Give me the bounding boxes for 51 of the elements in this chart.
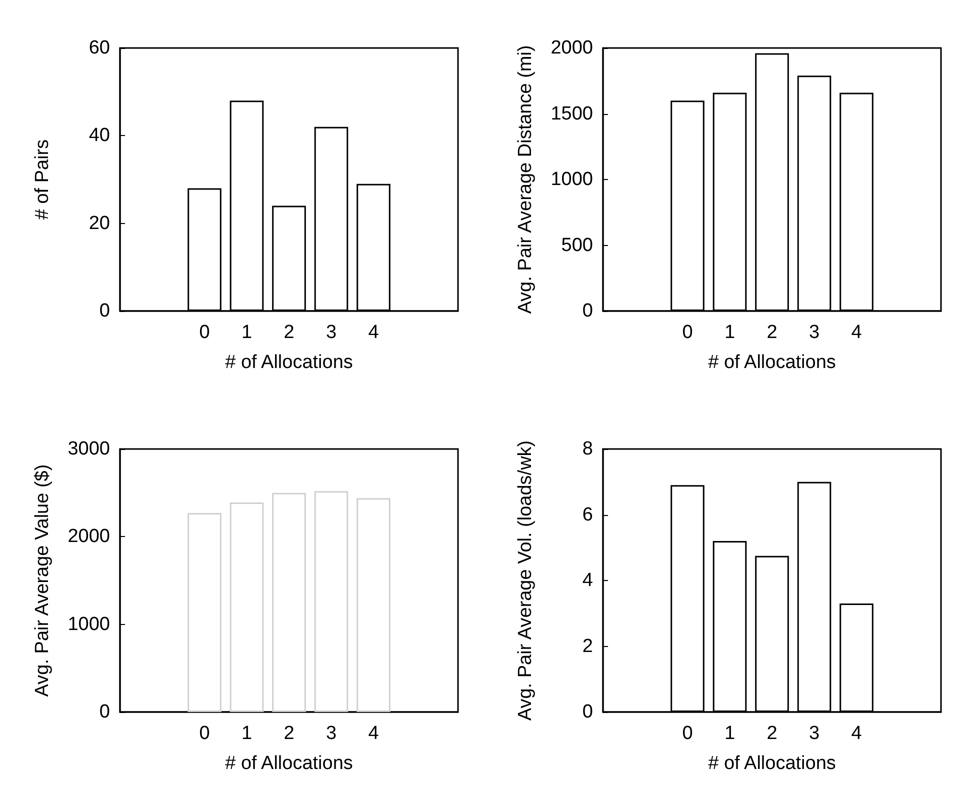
x-tick-label: 1 <box>241 723 252 744</box>
bar <box>272 492 306 712</box>
y-tick-label: 2000 <box>550 38 593 58</box>
x-tick-label: 2 <box>284 723 294 744</box>
y-tick-label: 2 <box>582 636 593 657</box>
x-tick-label: 3 <box>808 723 820 744</box>
x-tick-label: 3 <box>326 322 337 343</box>
x-tick-label: 4 <box>368 322 380 343</box>
y-tick-label: 40 <box>88 125 110 146</box>
x-tick-label: 1 <box>241 322 252 343</box>
y-tick-label: 0 <box>582 300 593 322</box>
x-tick-label: 1 <box>724 723 736 744</box>
x-tick-label: 1 <box>724 322 736 343</box>
y-tick-label: 6 <box>582 504 593 526</box>
x-axis-title: # of Allocations <box>708 352 836 373</box>
y-tick-label: 0 <box>99 702 110 722</box>
x-tick-label: 3 <box>326 723 337 744</box>
bar <box>188 512 222 712</box>
x-tick-label: 2 <box>766 322 778 343</box>
x-tick-label: 4 <box>851 322 862 343</box>
x-tick-label: 4 <box>368 723 380 744</box>
bar <box>314 491 348 712</box>
x-tick-label: 0 <box>199 322 210 343</box>
x-tick-label: 2 <box>766 723 778 744</box>
x-tick-label: 0 <box>199 723 210 744</box>
y-tick-label: 1500 <box>550 103 593 124</box>
y-tick-label: 1000 <box>550 169 593 190</box>
y-tick-label: 20 <box>88 212 110 234</box>
x-tick-label: 3 <box>808 322 820 343</box>
y-tick-label: 60 <box>88 38 110 58</box>
x-axis-title: # of Allocations <box>708 753 836 774</box>
x-tick-label: 0 <box>682 322 693 343</box>
y-tick-label: 1000 <box>68 614 110 635</box>
x-axis-title: # of Allocations <box>225 352 353 373</box>
y-tick-label: 500 <box>561 234 593 256</box>
y-axis-title: Avg. Pair Average Distance (mi) <box>515 45 536 314</box>
bar <box>230 502 264 712</box>
x-tick-label: 4 <box>851 723 862 744</box>
y-tick-label: 0 <box>99 300 110 322</box>
y-axis-title: Avg. Pair Average Value ($) <box>32 464 53 697</box>
y-tick-label: 0 <box>582 702 593 722</box>
x-tick-label: 2 <box>284 322 294 343</box>
x-tick-label: 0 <box>682 723 693 744</box>
y-tick-label: 3000 <box>68 438 110 460</box>
x-axis-title: # of Allocations <box>225 753 353 774</box>
y-tick-label: 4 <box>582 570 594 591</box>
bar <box>356 498 390 712</box>
y-axis-title: Avg. Pair Average Vol. (loads/wk) <box>515 440 536 721</box>
y-tick-label: 8 <box>582 438 593 460</box>
y-tick-label: 2000 <box>68 526 110 548</box>
y-axis-title: # of Pairs <box>32 139 53 220</box>
